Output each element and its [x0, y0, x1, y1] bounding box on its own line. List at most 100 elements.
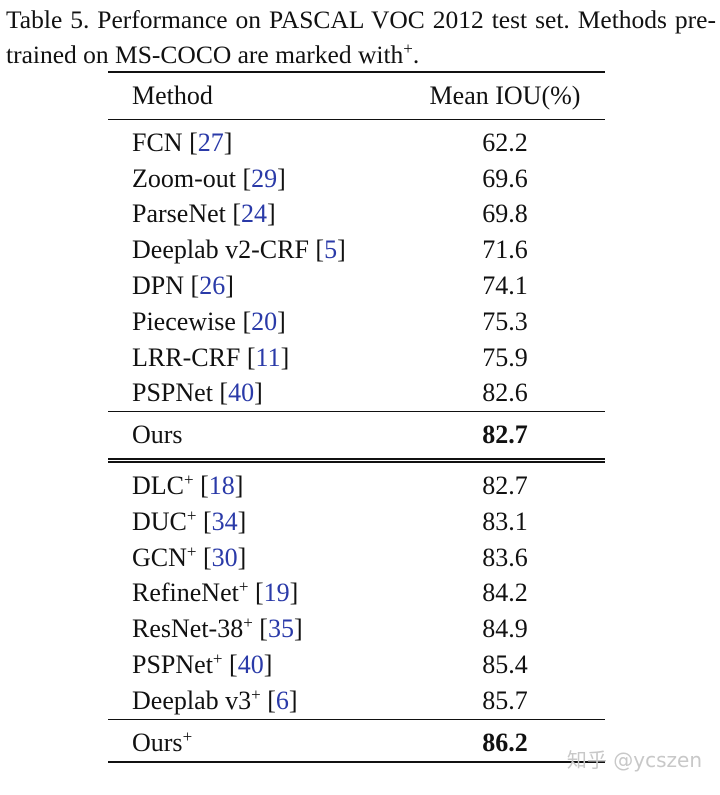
method-name: ResNet-38 [132, 614, 244, 644]
method-name: Ours [132, 420, 183, 450]
method-cell: DLC+ [18] [108, 461, 405, 504]
pretrained-mark: + [186, 541, 197, 561]
method-cell: LRR-CRF [11] [108, 340, 405, 376]
citation: [29] [242, 163, 286, 193]
table-row: DLC+ [18] 82.7 [108, 461, 605, 504]
citation: [40] [229, 650, 273, 680]
miou-cell: 84.9 [482, 614, 528, 644]
table-row: Ours+ 86.2 [108, 719, 605, 761]
miou-cell: 85.7 [482, 685, 528, 715]
table-row: DPN [26] 74.1 [108, 268, 605, 304]
pretrained-mark: + [212, 649, 223, 669]
table-row: PSPNet+ [40] 85.4 [108, 647, 605, 683]
method-name: DUC [132, 506, 187, 536]
method-name: Zoom-out [132, 163, 236, 193]
method-cell: RefineNet+ [19] [108, 576, 405, 612]
results-table: Method Mean IOU(%) FCN [27] 62.2 Zoom-out … [108, 71, 605, 763]
method-cell: ResNet-38+ [35] [108, 611, 405, 647]
citation: [26] [190, 271, 234, 301]
method-name: Piecewise [132, 306, 236, 336]
method-cell: Deeplab v3+ [6] [108, 683, 405, 719]
citation: [18] [200, 471, 244, 501]
miou-cell: 69.8 [482, 199, 528, 229]
table-section: DLC+ [18] 82.7 DUC+ [34] 83.1 GCN+ [30] 83.6 R… [108, 460, 605, 720]
method-name: GCN [132, 542, 187, 572]
method-cell: Zoom-out [29] [108, 161, 405, 197]
citation: [35] [259, 614, 303, 644]
miou-cell: 62.2 [482, 127, 528, 157]
caption-text: Table 5. Performance on PASCAL VOC 2012 … [6, 5, 716, 69]
method-name: FCN [132, 127, 183, 157]
method-name: PSPNet [132, 378, 213, 408]
miou-cell: 75.3 [482, 306, 528, 336]
method-name: DPN [132, 271, 185, 301]
table-row: GCN+ [30] 83.6 [108, 540, 605, 576]
method-name: Ours [132, 727, 183, 757]
miou-cell: 82.7 [482, 471, 528, 501]
miou-cell: 71.6 [482, 235, 528, 265]
table-row: FCN [27] 62.2 [108, 120, 605, 161]
citation: [30] [203, 542, 247, 572]
citation: [27] [189, 127, 233, 157]
method-cell: Piecewise [20] [108, 304, 405, 340]
method-name: PSPNet [132, 650, 213, 680]
caption: Table 5. Performance on PASCAL VOC 2012 … [6, 2, 716, 72]
pretrained-mark: + [184, 470, 194, 490]
header-cell: Mean IOU(%) [429, 81, 581, 110]
method-name: RefineNet [132, 578, 239, 608]
method-cell: GCN+ [30] [108, 540, 405, 576]
miou-cell: 84.2 [482, 578, 528, 608]
header-cell: Method [132, 81, 213, 110]
pretrained-mark: + [238, 577, 249, 597]
citation: [34] [203, 506, 247, 536]
method-name: Deeplab v3 [132, 685, 252, 715]
table-section: Ours 82.7 [108, 411, 605, 461]
method-cell: DUC+ [34] [108, 504, 405, 540]
citation: [40] [219, 378, 263, 408]
pretrained-mark: + [182, 726, 193, 746]
table-row: Piecewise [20] 75.3 [108, 304, 605, 340]
method-name: ParseNet [132, 199, 226, 229]
method-cell: PSPNet+ [40] [108, 647, 405, 683]
method-cell: Ours [108, 412, 405, 461]
miou-cell: 86.2 [482, 727, 528, 757]
caption-end: . [412, 40, 420, 69]
citation: [5] [315, 235, 346, 265]
pretrained-mark: + [251, 684, 261, 704]
table-row: LRR-CRF [11] 75.9 [108, 340, 605, 376]
header-row: Method Mean IOU(%) [108, 72, 605, 120]
table-row: Deeplab v3+ [6] 85.7 [108, 683, 605, 719]
method-name: LRR-CRF [132, 342, 241, 372]
citation: [19] [254, 578, 299, 608]
table-row: Zoom-out [29] 69.6 [108, 161, 605, 197]
method-cell: Deeplab v2-CRF [5] [108, 232, 405, 268]
method-cell: FCN [27] [108, 120, 405, 161]
table-row: Ours 82.7 [108, 412, 605, 461]
pretrained-mark: + [186, 505, 197, 525]
citation: [20] [242, 306, 286, 336]
miou-cell: 75.9 [482, 342, 528, 372]
table-section: FCN [27] 62.2 Zoom-out [29] 69.6 ParseNet [2… [108, 120, 605, 412]
watermark: 知乎 @ycszen [566, 748, 702, 772]
method-name: Deeplab v2-CRF [132, 235, 309, 265]
miou-cell: 82.6 [482, 378, 528, 408]
table-section: Ours+ 86.2 [108, 719, 605, 762]
miou-cell: 85.4 [482, 650, 528, 680]
miou-cell: 74.1 [482, 271, 528, 301]
method-cell: Ours+ [108, 719, 405, 761]
citation: [24] [232, 199, 276, 229]
miou-cell: 83.6 [482, 542, 528, 572]
table-row: RefineNet+ [19] 84.2 [108, 576, 605, 612]
table-row: ResNet-38+ [35] 84.9 [108, 611, 605, 647]
table-row: DUC+ [34] 83.1 [108, 504, 605, 540]
pretrained-mark: + [243, 613, 253, 633]
miou-cell: 82.7 [482, 420, 528, 450]
method-name: DLC [132, 471, 184, 501]
method-cell: PSPNet [40] [108, 376, 405, 412]
table-row: Deeplab v2-CRF [5] 71.6 [108, 232, 605, 268]
citation: [6] [267, 685, 298, 715]
table-row: PSPNet [40] 82.6 [108, 376, 605, 412]
citation: [11] [246, 342, 290, 372]
method-cell: ParseNet [24] [108, 197, 405, 233]
